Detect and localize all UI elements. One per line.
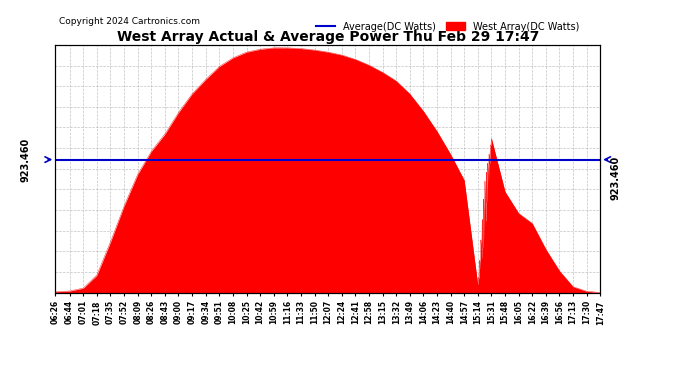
Legend: Average(DC Watts), West Array(DC Watts): Average(DC Watts), West Array(DC Watts) — [312, 18, 583, 36]
Text: 923.460: 923.460 — [20, 138, 30, 182]
Title: West Array Actual & Average Power Thu Feb 29 17:47: West Array Actual & Average Power Thu Fe… — [117, 30, 539, 44]
Text: Copyright 2024 Cartronics.com: Copyright 2024 Cartronics.com — [59, 17, 199, 26]
